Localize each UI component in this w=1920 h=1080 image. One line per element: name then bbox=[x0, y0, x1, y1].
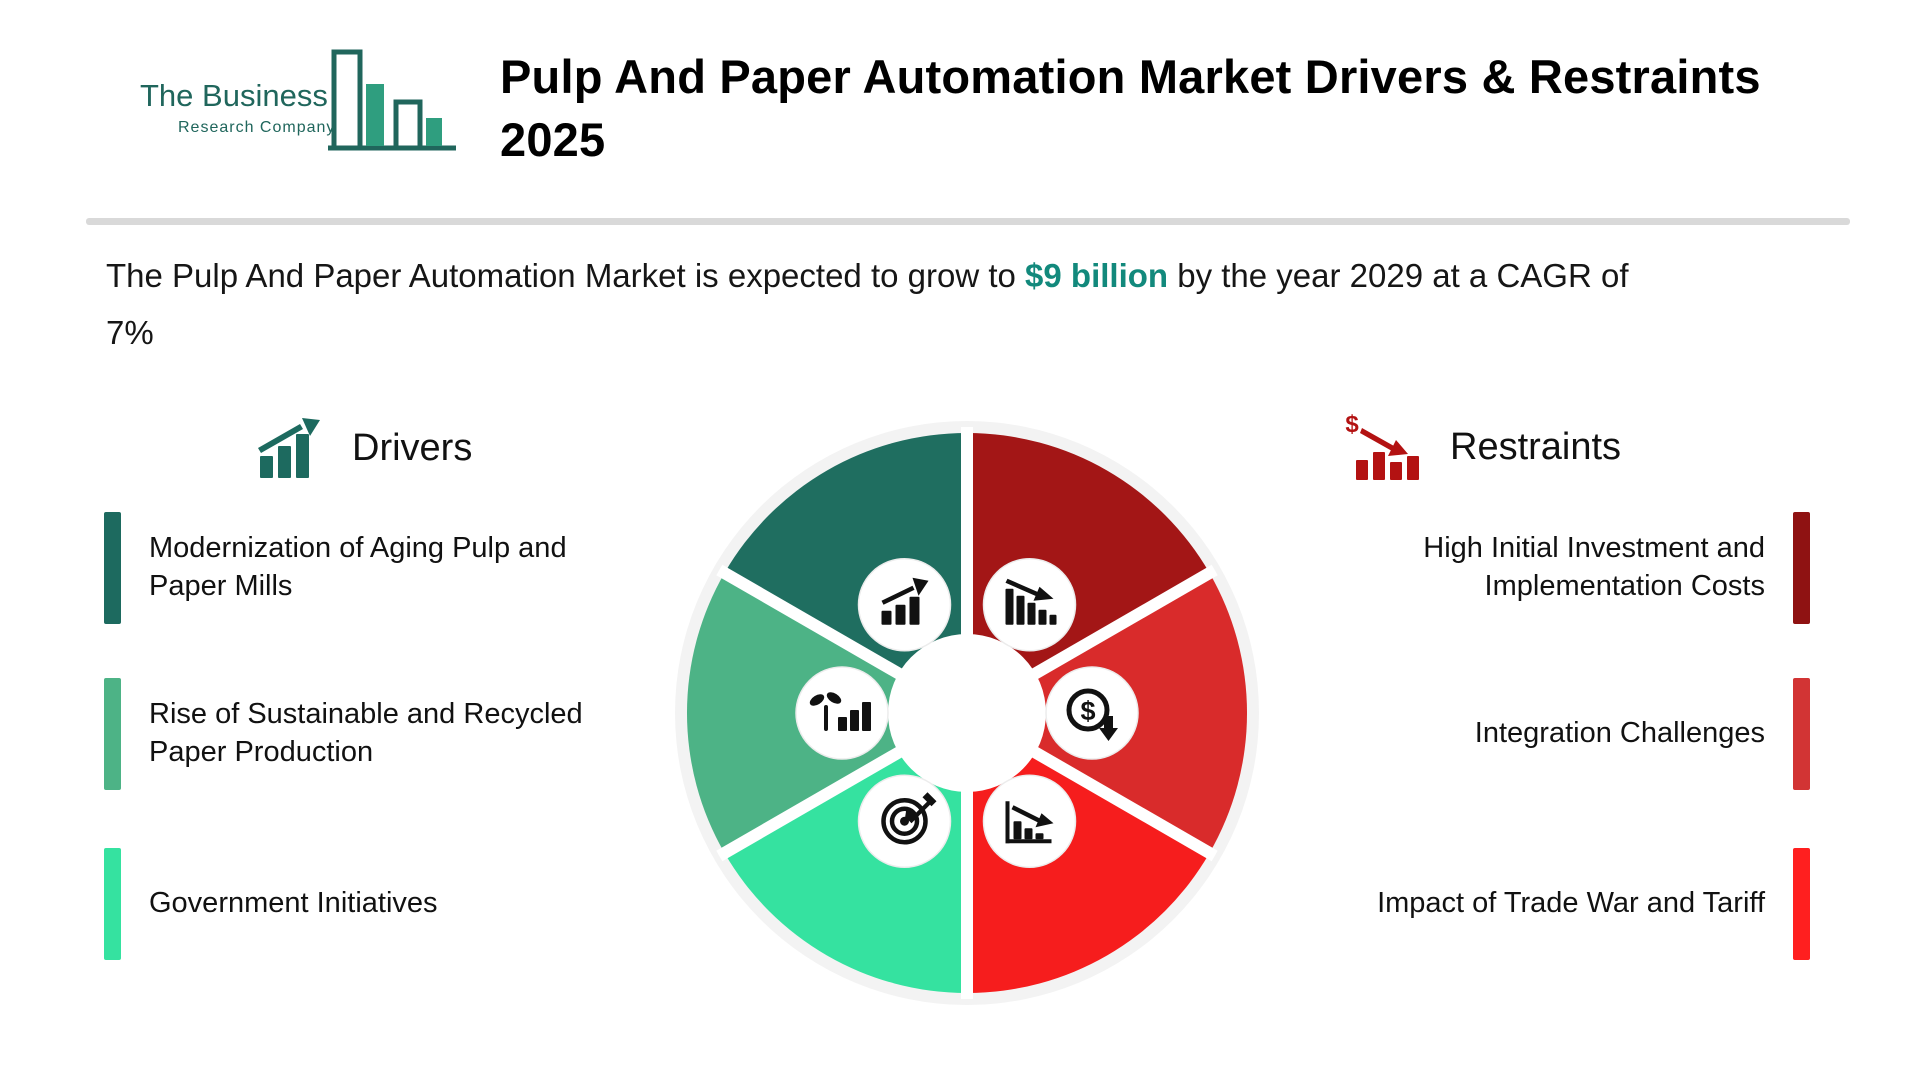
restraint-item-label: Impact of Trade War and Tariff bbox=[1377, 887, 1765, 920]
page-title-line2: 2025 bbox=[500, 112, 606, 166]
growth-bars-icon bbox=[258, 418, 320, 478]
logo-bar-fills bbox=[366, 84, 442, 146]
driver-item-1: Modernization of Aging Pulp and Paper Mi… bbox=[104, 512, 627, 624]
restraint-item-label: High Initial Investment and Implementati… bbox=[1423, 532, 1765, 602]
accent-bar bbox=[104, 848, 121, 960]
chart-decline-icon bbox=[1005, 801, 1054, 844]
restraint-item-1: High Initial Investment and Implementati… bbox=[1287, 512, 1810, 624]
icon-badge bbox=[982, 558, 1077, 652]
driver-item-label: Modernization of Aging Pulp and Paper Mi… bbox=[149, 532, 567, 602]
restraint-item-label: Integration Challenges bbox=[1474, 717, 1765, 750]
restraint-item-2: Integration Challenges bbox=[1287, 678, 1810, 790]
drivers-heading: Drivers bbox=[352, 426, 473, 469]
accent-bar bbox=[1793, 848, 1810, 960]
drivers-header: Drivers bbox=[252, 416, 472, 480]
target-icon bbox=[881, 792, 937, 845]
accent-bar bbox=[104, 512, 121, 624]
logo-bar-chart-icon bbox=[328, 49, 456, 151]
brand-logo: The Business Research Company bbox=[140, 49, 456, 151]
brand-subtitle: Research Company bbox=[178, 119, 335, 136]
market-value-highlight: $9 billion bbox=[1025, 257, 1169, 294]
page-title-line1: Pulp And Paper Automation Market Drivers… bbox=[500, 50, 1761, 103]
dollar-decline-bars-icon: $ bbox=[1345, 412, 1419, 480]
svg-text:$: $ bbox=[1080, 696, 1095, 726]
icon-badge bbox=[982, 774, 1077, 868]
intro-line2: 7% bbox=[106, 313, 154, 351]
intro-prefix: The Pulp And Paper Automation Market is … bbox=[106, 257, 1026, 294]
header-divider bbox=[86, 218, 1850, 225]
dollar-decrease-icon: $ bbox=[1066, 688, 1118, 741]
driver-item-label: Government Initiatives bbox=[149, 887, 438, 920]
accent-bar bbox=[104, 678, 121, 790]
brand-name: The Business bbox=[140, 78, 328, 113]
sprout-chart-icon bbox=[809, 692, 871, 731]
accent-bar bbox=[1793, 678, 1810, 790]
svg-text:$: $ bbox=[1345, 412, 1359, 438]
intro-suffix: by the year 2029 at a CAGR of bbox=[1168, 257, 1629, 294]
icon-badge bbox=[795, 666, 889, 760]
icon-badge bbox=[857, 774, 952, 868]
market-factors-wheel: $ bbox=[675, 421, 1259, 1005]
driver-item-3: Government Initiatives bbox=[104, 848, 627, 960]
restraints-header: $ Restraints bbox=[1342, 412, 1621, 482]
accent-bar bbox=[1793, 512, 1810, 624]
wheel-center bbox=[888, 634, 1046, 792]
driver-item-2: Rise of Sustainable and Recycled Paper P… bbox=[104, 678, 627, 790]
declining-bars-icon bbox=[1005, 578, 1057, 625]
icon-badge bbox=[857, 558, 952, 652]
icon-badge: $ bbox=[1045, 666, 1139, 760]
driver-item-label: Rise of Sustainable and Recycled Paper P… bbox=[149, 698, 583, 768]
growth-arrow-icon bbox=[881, 577, 929, 625]
restraints-heading: Restraints bbox=[1450, 425, 1622, 468]
page-title: Pulp And Paper Automation Market Drivers… bbox=[500, 46, 1900, 172]
intro-text: The Pulp And Paper Automation Market is … bbox=[106, 248, 1836, 362]
restraint-item-3: Impact of Trade War and Tariff bbox=[1287, 848, 1810, 960]
